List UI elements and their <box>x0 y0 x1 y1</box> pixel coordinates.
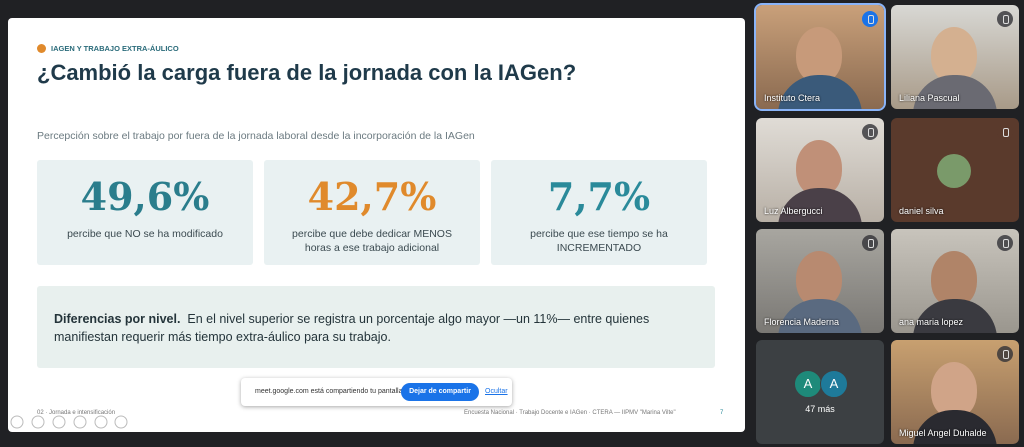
participant-tile[interactable]: Instituto Ctera <box>754 3 886 111</box>
page-number: 7 <box>720 410 724 416</box>
stat-value: 7,7% <box>547 174 651 219</box>
stat-text: percibe que ese tiempo se ha INCREMENTAD… <box>530 228 668 254</box>
slide-toolbar <box>10 415 128 429</box>
stat-card: 42,7% percibe que debe dedicar MENOS hora… <box>264 160 480 265</box>
avatar: A <box>794 370 822 398</box>
stat-text: percibe que debe dedicar MENOS horas a e… <box>292 228 452 254</box>
share-bar: meet.google.com está compartiendo tu pan… <box>241 378 512 406</box>
stop-sharing-button[interactable]: Dejar de compartir <box>401 383 479 401</box>
video <box>931 27 977 83</box>
footer-center: Encuesta Nacional · Trabajo Docente e IA… <box>464 410 676 416</box>
video <box>796 27 842 83</box>
mute-icon <box>997 235 1013 251</box>
section-label: IAGEN Y TRABAJO EXTRA-ÁULICO <box>51 44 179 53</box>
participant-tile[interactable]: ana maria lopez <box>891 229 1019 333</box>
mute-icon <box>862 124 878 140</box>
speaking-indicator <box>862 11 878 27</box>
video <box>931 362 977 418</box>
note-text: En el nivel superior se registra un porc… <box>54 312 650 344</box>
toolbar-icons <box>10 415 128 429</box>
slide-title: ¿Cambió la carga fuera de la jornada con… <box>37 60 577 85</box>
note-box: Diferencias por nivel. En el nivel super… <box>37 286 715 368</box>
section-dot <box>37 44 46 53</box>
mute-icon <box>862 235 878 251</box>
hide-link[interactable]: Ocultar <box>485 388 508 395</box>
video <box>931 251 977 307</box>
avatar: A <box>820 370 848 398</box>
participant-tile[interactable]: Liliana Pascual <box>891 5 1019 109</box>
participant-name: Florencia Maderna <box>764 317 840 327</box>
participant-tile[interactable]: Florencia Maderna <box>756 229 884 333</box>
participant-name: Instituto Ctera <box>764 93 821 103</box>
participant-tile[interactable]: Miguel Angel Duhalde <box>891 340 1019 444</box>
mute-icon <box>997 11 1013 27</box>
stat-card: 7,7% percibe que ese tiempo se ha INCREME… <box>491 160 707 265</box>
participant-name: Miguel Angel Duhalde <box>899 428 987 438</box>
video <box>913 75 997 109</box>
video <box>913 299 997 333</box>
avatar-photo <box>937 154 971 188</box>
mute-icon <box>997 346 1013 362</box>
participant-tile[interactable]: Luz Albergucci <box>756 118 884 222</box>
note-heading: Diferencias por nivel. <box>54 312 181 326</box>
participant-tile[interactable]: daniel silva <box>891 118 1019 222</box>
stat-card: 49,6% percibe que NO se ha modificado <box>37 160 253 265</box>
participant-name: daniel silva <box>899 206 944 216</box>
slide-subtitle: Percepción sobre el trabajo por fuera de… <box>37 130 475 142</box>
video <box>796 251 842 307</box>
others-tile[interactable]: A A 47 más <box>756 340 884 444</box>
participant-name: Luz Albergucci <box>764 206 823 216</box>
video <box>778 75 862 109</box>
footer-left: 02 · Jornada e intensificación <box>37 410 116 416</box>
stat-value: 49,6% <box>80 174 210 219</box>
note: Diferencias por nivel. En el nivel super… <box>54 310 674 346</box>
video <box>913 410 997 444</box>
share-message: meet.google.com está compartiendo tu pan… <box>255 388 405 395</box>
video <box>796 140 842 196</box>
shared-slide: IAGEN Y TRABAJO EXTRA-ÁULICO ¿Cambió la … <box>8 18 745 432</box>
stat-value: 42,7% <box>307 174 437 219</box>
others-count: 47 más <box>805 404 835 414</box>
video <box>778 188 862 222</box>
video <box>778 299 862 333</box>
participant-name: Liliana Pascual <box>899 93 960 103</box>
participant-name: ana maria lopez <box>899 317 964 327</box>
stat-text: percibe que NO se ha modificado <box>67 228 223 240</box>
mute-icon <box>997 124 1013 140</box>
